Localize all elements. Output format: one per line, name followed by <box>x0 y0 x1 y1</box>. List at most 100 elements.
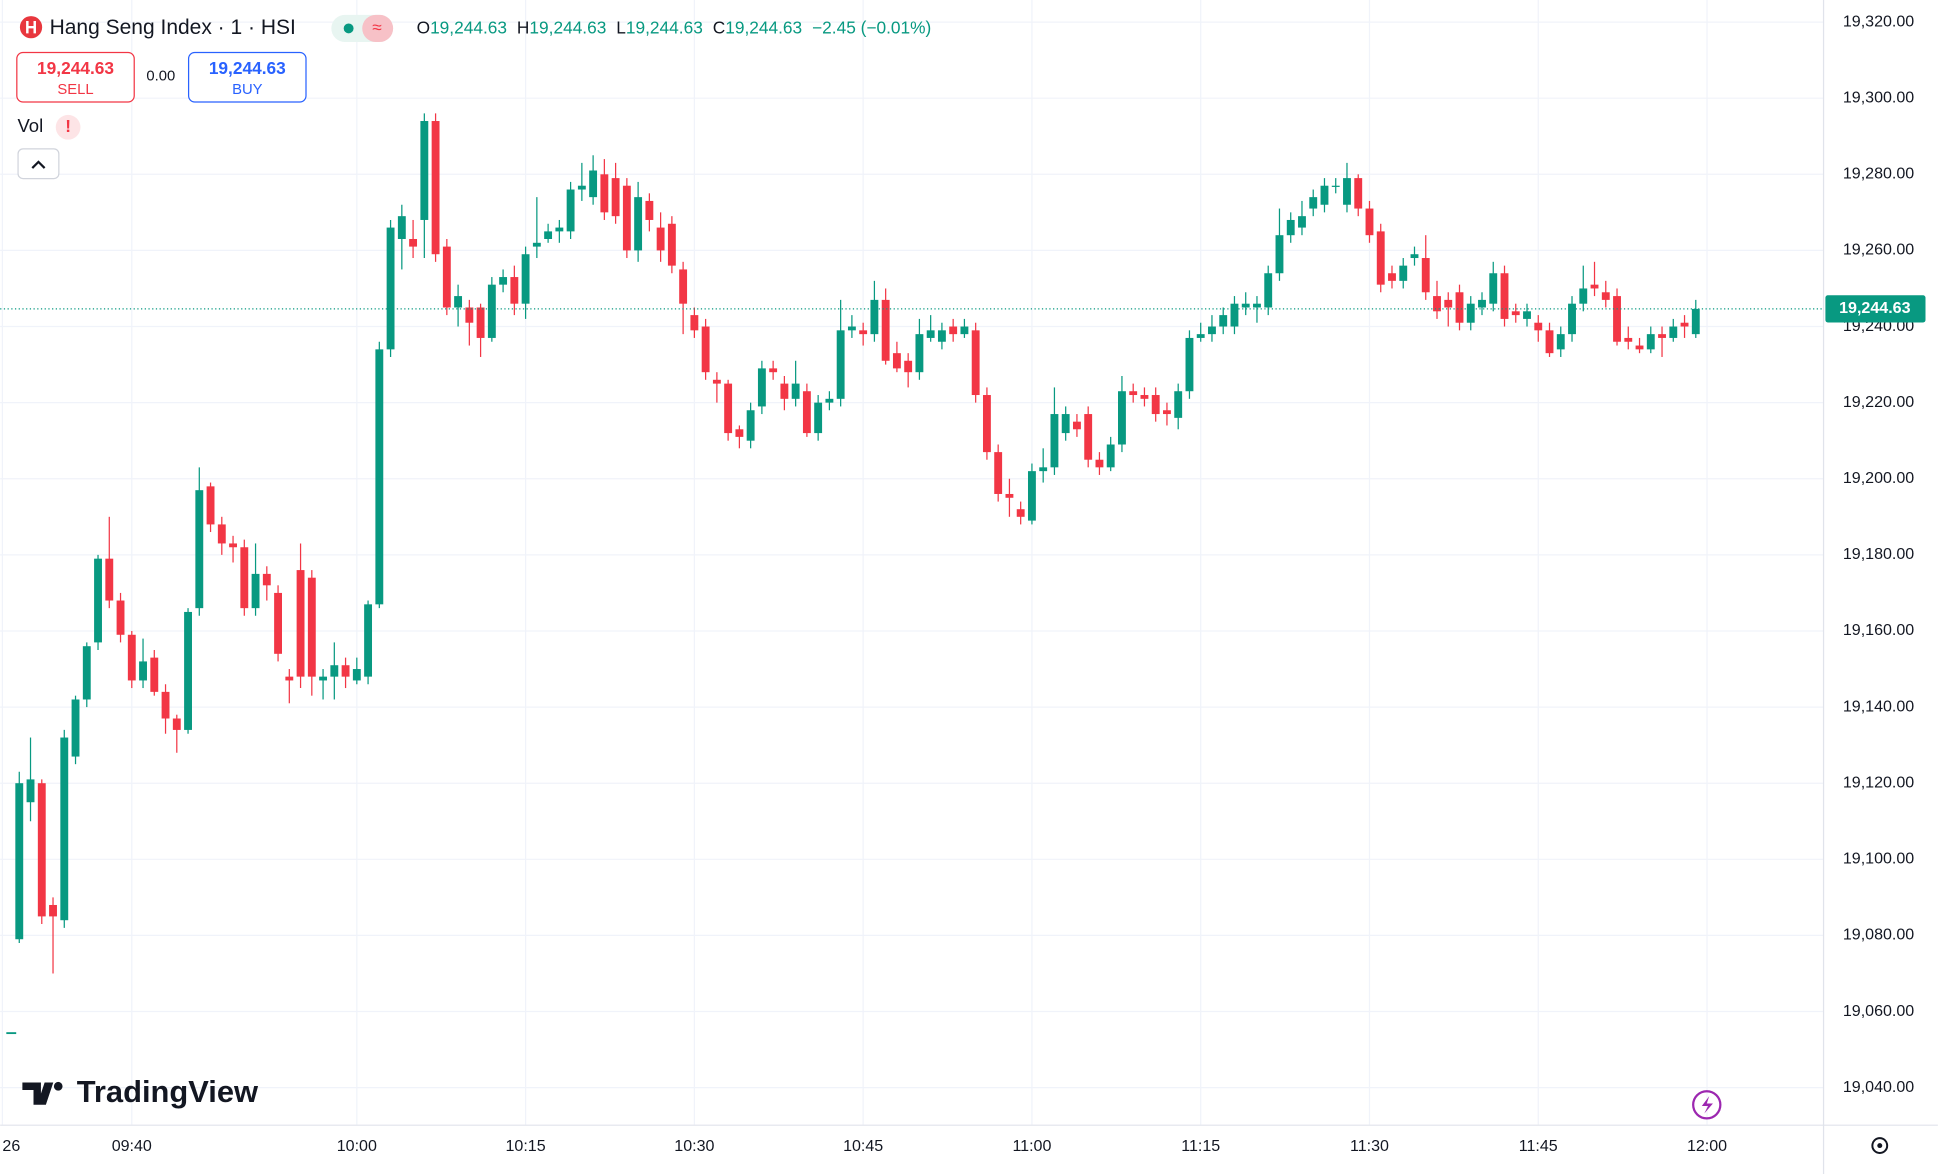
candle-body <box>1084 414 1093 460</box>
candle-body <box>1455 292 1464 323</box>
candle-body <box>195 490 204 609</box>
candle-body <box>1140 395 1149 399</box>
candle-body <box>251 573 260 609</box>
indicator-warning[interactable] <box>55 114 81 140</box>
candle-body <box>949 326 958 335</box>
candle-body <box>622 185 631 251</box>
candle-body <box>352 669 361 681</box>
settings-button[interactable] <box>1871 1137 1889 1154</box>
x-tick-label: 11:00 <box>1012 1137 1051 1155</box>
candle-body <box>1579 288 1588 304</box>
last-price-label: 19,244.63 <box>1839 299 1910 317</box>
y-tick-label: 19,180.00 <box>1843 545 1914 563</box>
candle-body <box>1466 303 1475 323</box>
candle-body <box>1039 467 1048 472</box>
candle-body <box>1669 326 1678 338</box>
y-tick-label: 19,100.00 <box>1843 850 1914 868</box>
ohlc-key: L <box>616 17 626 37</box>
candle-body <box>1545 330 1554 354</box>
candle-body <box>1298 216 1306 228</box>
brand-name: TradingView <box>77 1074 259 1109</box>
candle-body <box>746 410 755 441</box>
y-tick-label: 19,060.00 <box>1843 1002 1914 1020</box>
x-tick-label: 12:00 <box>1687 1137 1727 1155</box>
candle-body <box>892 353 901 369</box>
candle-body <box>510 277 519 304</box>
candle-body <box>690 315 699 331</box>
candle-body <box>409 238 418 247</box>
candle-body <box>307 577 316 677</box>
candle-body <box>1219 315 1228 327</box>
y-tick-label: 19,160.00 <box>1843 621 1914 639</box>
candle-body <box>802 391 811 434</box>
candle-body <box>1331 185 1340 187</box>
x-tick-label: 09:40 <box>112 1137 152 1155</box>
candle-body <box>217 524 226 544</box>
candle-body <box>1095 459 1104 468</box>
change: −2.45 (−0.01%) <box>812 17 931 37</box>
chart-title: Hang Seng Index · 1 · HSI <box>50 16 296 39</box>
candle-body <box>780 383 789 399</box>
x-tick-label: 10:15 <box>506 1137 546 1155</box>
candle-body <box>847 326 856 331</box>
candle-body <box>724 383 733 434</box>
brand-logo-dot <box>53 1081 63 1091</box>
candle-body <box>982 395 991 453</box>
candle-body <box>1365 208 1374 236</box>
candle-body <box>1163 410 1171 415</box>
candle-body <box>1376 231 1385 285</box>
candle-body <box>116 600 125 635</box>
ohlc-key: H <box>517 17 530 37</box>
delay-icon: ≈ <box>372 17 382 37</box>
candle-body <box>1343 178 1351 205</box>
ohlc-value: 19,244.63 <box>626 17 703 37</box>
candle-body <box>296 570 305 677</box>
delay-badge[interactable] <box>362 14 394 43</box>
candle-body <box>1106 444 1115 468</box>
y-tick-label: 19,080.00 <box>1843 926 1914 944</box>
candle-body <box>600 174 609 213</box>
candle-body <box>1354 178 1363 209</box>
market-open-dot <box>343 23 354 34</box>
symbol-icon-glyph <box>26 21 36 34</box>
candle-body <box>1646 334 1655 350</box>
candle-body <box>60 737 69 921</box>
candle-body <box>15 783 24 940</box>
grid <box>0 0 1823 1125</box>
candle-body <box>1489 273 1498 304</box>
collapse-button[interactable] <box>17 148 60 180</box>
candle-body <box>1410 254 1419 259</box>
y-tick-label: 19,120.00 <box>1843 773 1914 791</box>
candle-body <box>1005 493 1014 498</box>
candle-body <box>994 452 1003 494</box>
candle-body <box>1185 337 1194 392</box>
candle-body <box>150 657 159 692</box>
candle-body <box>274 592 282 654</box>
candle-body <box>465 307 474 323</box>
candle-body <box>285 676 294 681</box>
candle-body <box>1511 311 1520 316</box>
lightning-button[interactable] <box>1692 1090 1722 1120</box>
candle-body <box>1691 308 1700 335</box>
buy-button[interactable] <box>187 51 307 103</box>
candle-body <box>544 231 553 239</box>
candle-body <box>521 254 530 304</box>
x-tick-label: 11:30 <box>1350 1137 1389 1155</box>
candle-body <box>825 398 834 403</box>
candle-body <box>836 330 845 399</box>
candle-body <box>1444 299 1453 308</box>
buy-label: BUY <box>232 82 263 98</box>
x-tick-label: 26 <box>2 1137 20 1155</box>
candle-body <box>937 330 946 342</box>
candle-body <box>240 547 249 609</box>
sell-button[interactable] <box>16 51 135 103</box>
sell-price: 19,244.63 <box>37 58 114 78</box>
candle-body <box>1061 414 1070 434</box>
candles <box>0 113 1823 974</box>
candle-body <box>1275 235 1284 274</box>
candle-body <box>712 379 721 384</box>
candle-body <box>589 170 598 198</box>
candle-body <box>26 779 35 803</box>
candle-body <box>1658 334 1666 338</box>
